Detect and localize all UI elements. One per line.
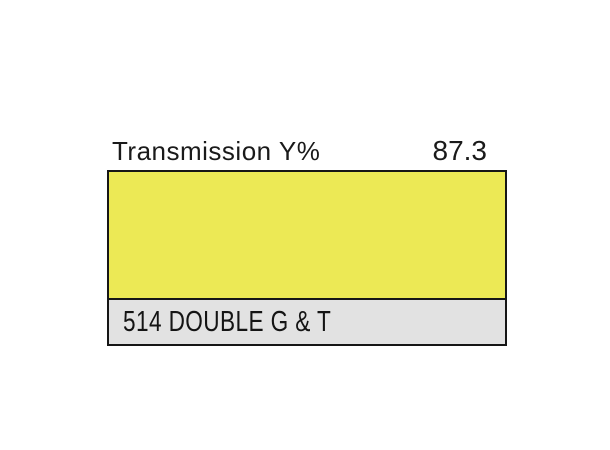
transmission-header: Transmission Y% 87.3: [107, 135, 507, 168]
swatch-card: 514 DOUBLE G & T: [107, 170, 507, 346]
swatch-label-bar: 514 DOUBLE G & T: [109, 298, 505, 344]
filter-name-label: 514 DOUBLE G & T: [123, 305, 332, 338]
swatch-card-wrap: Transmission Y% 87.3 514 DOUBLE G & T: [107, 135, 507, 346]
transmission-value: 87.3: [432, 135, 488, 166]
color-swatch: [109, 172, 505, 298]
transmission-label: Transmission Y%: [112, 136, 321, 166]
